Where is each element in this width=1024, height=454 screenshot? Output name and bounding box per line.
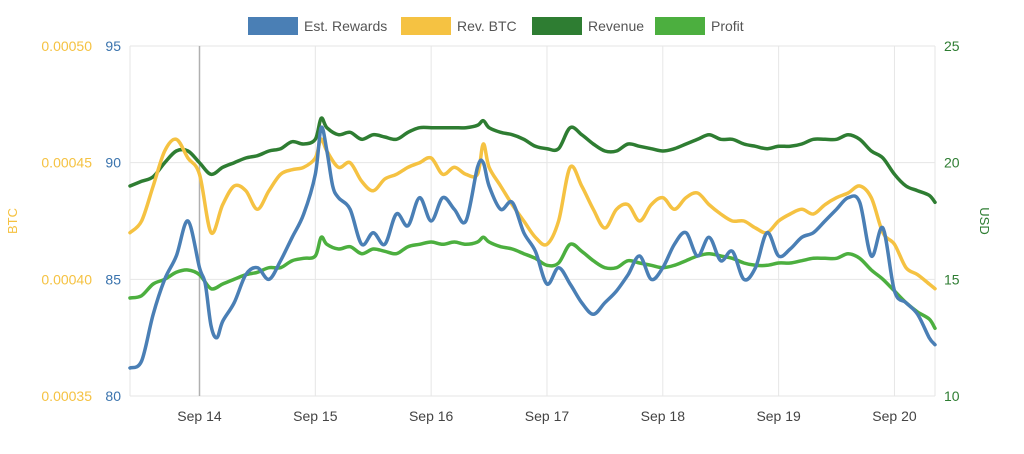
- rewards-tick-label: 95: [105, 38, 121, 54]
- legend-item[interactable]: Profit: [655, 17, 744, 35]
- legend-swatch: [532, 17, 582, 35]
- btc-tick-label: 0.00050: [41, 38, 92, 54]
- rewards-tick-label: 80: [105, 388, 121, 404]
- btc-tick-label: 0.00045: [41, 155, 92, 171]
- x-tick-label: Sep 15: [293, 408, 338, 424]
- series-line-revenue: [128, 116, 937, 205]
- usd-axis: 10 15 20 25: [944, 38, 960, 404]
- x-tick-label: Sep 19: [756, 408, 801, 424]
- legend-item[interactable]: Revenue: [532, 17, 644, 35]
- btc-tick-label: 0.00040: [41, 271, 92, 287]
- series-line-rev-btc: [128, 137, 937, 291]
- legend[interactable]: Est. Rewards Rev. BTC Revenue Profit: [248, 17, 744, 35]
- x-tick-label: Sep 16: [409, 408, 454, 424]
- series-line-profit: [128, 235, 937, 331]
- legend-label: Rev. BTC: [457, 18, 517, 34]
- x-axis: Sep 14 Sep 15 Sep 16 Sep 17 Sep 18 Sep 19 Sep …: [177, 408, 917, 424]
- usd-axis-title: USD: [977, 207, 992, 234]
- btc-axis: 0.00035 0.00040 0.00045 0.00050: [41, 38, 92, 404]
- legend-label: Profit: [711, 18, 744, 34]
- x-tick-label: Sep 20: [872, 408, 917, 424]
- usd-tick-label: 20: [944, 155, 960, 171]
- series-group: [128, 116, 937, 370]
- grid: [129, 45, 936, 397]
- legend-item[interactable]: Est. Rewards: [248, 17, 387, 35]
- legend-swatch: [401, 17, 451, 35]
- x-tick-label: Sep 14: [177, 408, 222, 424]
- btc-tick-label: 0.00035: [41, 388, 92, 404]
- rewards-tick-label: 90: [105, 155, 121, 171]
- usd-tick-label: 10: [944, 388, 960, 404]
- rewards-axis: 80 85 90 95: [105, 38, 121, 404]
- x-tick-label: Sep 17: [525, 408, 570, 424]
- legend-swatch: [248, 17, 298, 35]
- usd-tick-label: 15: [944, 271, 960, 287]
- legend-item[interactable]: Rev. BTC: [401, 17, 517, 35]
- legend-label: Revenue: [588, 18, 644, 34]
- legend-swatch: [655, 17, 705, 35]
- btc-axis-title: BTC: [5, 208, 20, 234]
- usd-tick-label: 25: [944, 38, 960, 54]
- series-line-est-rewards: [128, 125, 937, 370]
- x-tick-label: Sep 18: [641, 408, 686, 424]
- legend-label: Est. Rewards: [304, 18, 387, 34]
- rewards-tick-label: 85: [105, 271, 121, 287]
